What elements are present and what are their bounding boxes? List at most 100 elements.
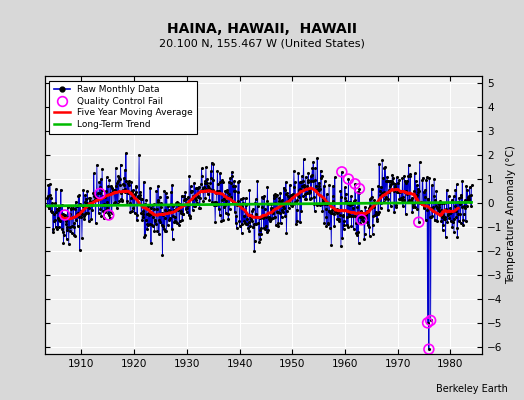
Point <box>421 187 429 194</box>
Point <box>347 193 355 199</box>
Point <box>428 213 436 220</box>
Point <box>287 202 296 208</box>
Point <box>263 229 271 235</box>
Point <box>78 235 86 241</box>
Point <box>403 198 412 205</box>
Point <box>149 206 158 212</box>
Point <box>88 201 96 207</box>
Point <box>298 183 307 190</box>
Point <box>391 184 399 191</box>
Point <box>60 232 68 238</box>
Point <box>68 222 77 229</box>
Point <box>138 210 147 217</box>
Point <box>300 183 308 190</box>
Point <box>430 176 439 182</box>
Point <box>77 210 85 216</box>
Point <box>184 194 192 200</box>
Point <box>161 214 169 221</box>
Point <box>91 196 100 202</box>
Point <box>390 181 399 188</box>
Point <box>292 206 301 213</box>
Point <box>461 205 469 211</box>
Point <box>180 193 188 200</box>
Point <box>417 199 425 205</box>
Point <box>373 216 381 222</box>
Point <box>123 200 132 207</box>
Point <box>464 195 472 202</box>
Point <box>171 219 180 225</box>
Point <box>398 197 406 204</box>
Point <box>381 164 389 170</box>
Point <box>107 209 116 215</box>
Point <box>165 208 173 215</box>
Point <box>130 193 138 200</box>
Point <box>434 204 443 210</box>
Point <box>309 178 317 184</box>
Point <box>110 188 118 194</box>
Point <box>188 196 196 202</box>
Point <box>91 191 99 198</box>
Point <box>399 203 407 209</box>
Point <box>172 200 180 206</box>
Point <box>358 212 367 218</box>
Point <box>270 195 278 202</box>
Point <box>381 196 389 202</box>
Point <box>177 210 185 217</box>
Point <box>168 226 176 233</box>
Point <box>56 217 64 224</box>
Point <box>424 346 433 352</box>
Point <box>346 202 354 208</box>
Point <box>259 213 268 220</box>
Point <box>296 186 304 192</box>
Point <box>447 197 456 203</box>
Point <box>321 205 330 212</box>
Point <box>417 200 425 207</box>
Point <box>294 170 302 176</box>
Point <box>225 191 233 198</box>
Point <box>333 216 342 222</box>
Point <box>226 194 235 200</box>
Point <box>462 218 470 224</box>
Point <box>402 180 411 186</box>
Point <box>465 193 474 199</box>
Point <box>73 223 82 230</box>
Point <box>247 216 255 223</box>
Point <box>379 198 388 205</box>
Point <box>411 178 420 184</box>
Point <box>318 208 326 214</box>
Point <box>466 192 475 198</box>
Point <box>323 201 332 208</box>
Point <box>195 184 203 190</box>
Point <box>145 212 154 218</box>
Point <box>435 208 443 214</box>
Point <box>61 213 69 220</box>
Point <box>52 186 60 193</box>
Point <box>95 184 104 191</box>
Point <box>460 202 468 209</box>
Point <box>283 200 292 206</box>
Point <box>85 194 94 201</box>
Point <box>363 219 372 226</box>
Point <box>193 185 202 191</box>
Point <box>326 225 334 231</box>
Point <box>380 165 389 171</box>
Point <box>65 214 73 220</box>
Point <box>205 196 214 203</box>
Point <box>420 188 428 195</box>
Point <box>366 203 375 209</box>
Point <box>169 203 178 209</box>
Point <box>356 214 364 220</box>
Point <box>378 192 387 198</box>
Point <box>239 217 248 224</box>
Point <box>281 191 290 197</box>
Point <box>113 204 121 211</box>
Point <box>111 186 119 193</box>
Point <box>140 201 149 207</box>
Point <box>409 204 417 210</box>
Point <box>58 202 67 208</box>
Point <box>321 178 329 185</box>
Point <box>405 196 413 203</box>
Point <box>156 193 164 200</box>
Point <box>188 188 196 194</box>
Point <box>231 188 239 194</box>
